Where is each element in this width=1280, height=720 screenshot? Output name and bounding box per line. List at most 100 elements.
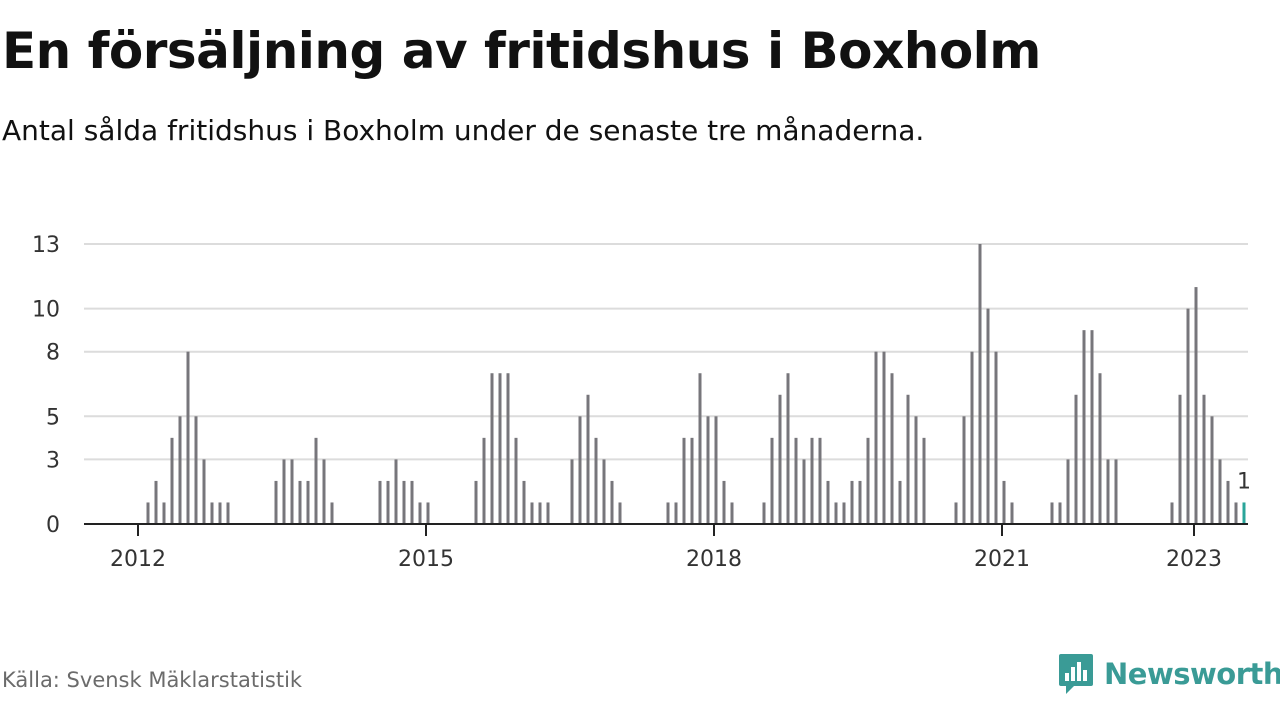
bar (1066, 459, 1070, 524)
bar (794, 437, 798, 524)
bar (594, 437, 598, 524)
bar (898, 480, 902, 524)
bar (298, 480, 302, 524)
bar (610, 480, 614, 524)
x-tick-label: 2012 (110, 547, 166, 572)
bar (1226, 480, 1230, 524)
bar (170, 437, 174, 524)
bar (282, 459, 286, 524)
x-tick-label: 2015 (398, 547, 454, 572)
bar (410, 480, 414, 524)
bar (378, 480, 382, 524)
bar (810, 437, 814, 524)
bar (186, 351, 190, 524)
bar (826, 480, 830, 524)
bar (1090, 330, 1094, 524)
bar (1002, 480, 1006, 524)
bar (530, 502, 534, 524)
bar (546, 502, 550, 524)
bar (730, 502, 734, 524)
bar (1058, 502, 1062, 524)
bar (226, 502, 230, 524)
bar (1202, 394, 1206, 524)
bar (682, 437, 686, 524)
bar (602, 459, 606, 524)
bar (474, 480, 478, 524)
bar (322, 459, 326, 524)
bar (506, 373, 510, 524)
bar (994, 351, 998, 524)
latest-value-label: 1 (1237, 469, 1251, 494)
bar (1098, 373, 1102, 524)
bar (1218, 459, 1222, 524)
bar (890, 373, 894, 524)
y-tick-label: 10 (32, 298, 60, 323)
bar (538, 502, 542, 524)
bar (1106, 459, 1110, 524)
bar-latest (1242, 502, 1246, 524)
y-axis-ticks: 0 3 5 8 10 13 (32, 233, 60, 538)
bars (146, 244, 1246, 524)
bar (698, 373, 702, 524)
bar (842, 502, 846, 524)
bar (690, 437, 694, 524)
bar (674, 502, 678, 524)
bar (162, 502, 166, 524)
gridlines (84, 243, 1248, 461)
bar (1210, 416, 1214, 524)
bar (1010, 502, 1014, 524)
bar (1234, 502, 1238, 524)
bar (154, 480, 158, 524)
bar (314, 437, 318, 524)
y-tick-label: 8 (46, 341, 60, 366)
bar (922, 437, 926, 524)
source-note: Källa: Svensk Mäklarstatistik (2, 668, 303, 692)
bar (514, 437, 518, 524)
bar (202, 459, 206, 524)
bar (490, 373, 494, 524)
bar (786, 373, 790, 524)
y-tick-label: 5 (46, 405, 60, 430)
bar (906, 394, 910, 524)
bar (386, 480, 390, 524)
bar (330, 502, 334, 524)
y-tick-label: 13 (32, 233, 60, 258)
bar (1170, 502, 1174, 524)
bar (578, 416, 582, 524)
bar (418, 502, 422, 524)
chart-title: En försäljning av fritidshus i Boxholm (2, 22, 1041, 80)
bar (850, 480, 854, 524)
bar (522, 480, 526, 524)
bar (666, 502, 670, 524)
bar (570, 459, 574, 524)
bar (978, 244, 982, 524)
bar (482, 437, 486, 524)
x-tick-label: 2023 (1166, 547, 1222, 572)
x-tick-label: 2021 (974, 547, 1030, 572)
bar (194, 416, 198, 524)
bar (1194, 287, 1198, 524)
bar (1082, 330, 1086, 524)
bar (802, 459, 806, 524)
bar (762, 502, 766, 524)
bar (714, 416, 718, 524)
bar (218, 502, 222, 524)
bar (146, 502, 150, 524)
bar (394, 459, 398, 524)
brand-logo: Newsworthy (1058, 652, 1280, 696)
bar (402, 480, 406, 524)
y-tick-label: 3 (46, 448, 60, 473)
bar (770, 437, 774, 524)
bar (866, 437, 870, 524)
bar (970, 351, 974, 524)
bar (290, 459, 294, 524)
newsworthy-chart-bubble-icon (1059, 654, 1093, 694)
bar (1186, 308, 1190, 524)
brand-name: Newsworthy (1104, 657, 1280, 691)
bar (1178, 394, 1182, 524)
bar (954, 502, 958, 524)
bar (178, 416, 182, 524)
y-tick-label: 0 (46, 513, 60, 538)
bar (818, 437, 822, 524)
